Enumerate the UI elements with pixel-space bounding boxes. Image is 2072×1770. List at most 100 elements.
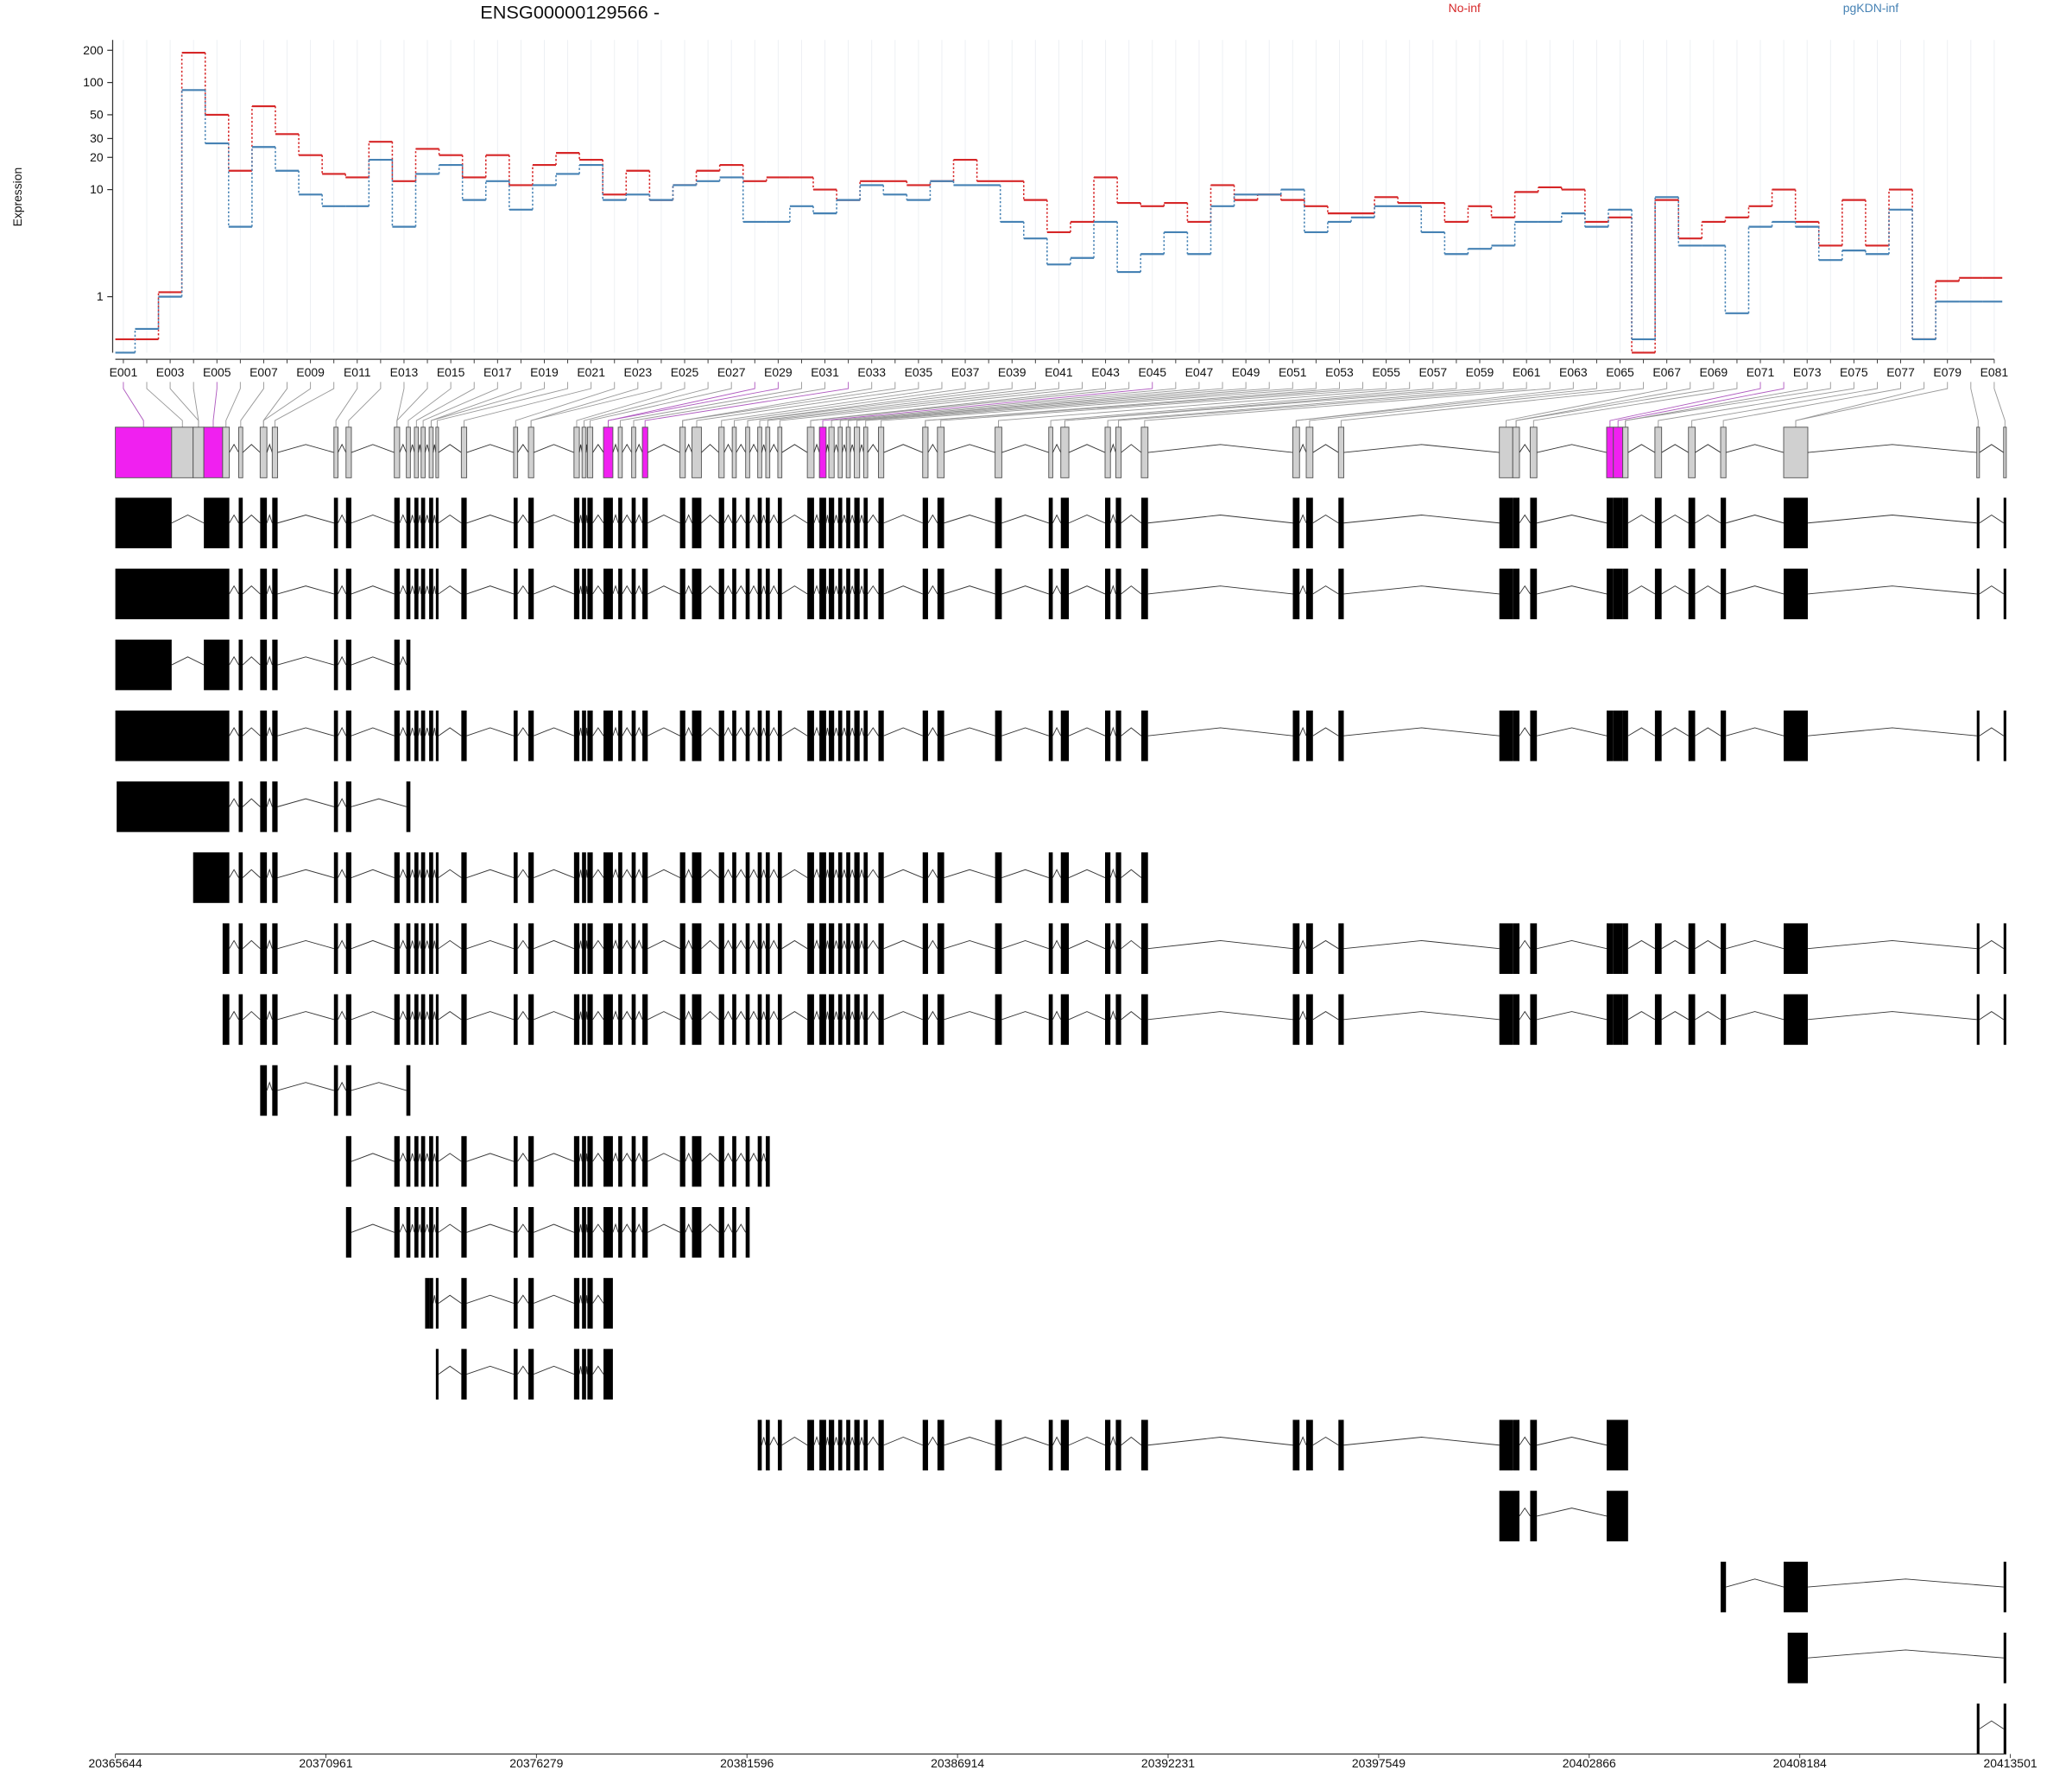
transcript-intron — [701, 514, 719, 524]
transcript-intron — [701, 939, 719, 950]
transcript-exon — [837, 710, 843, 762]
transcript-exon — [718, 852, 724, 903]
exon-connector — [925, 382, 1364, 427]
transcript-exon — [528, 1135, 534, 1187]
transcript-exon — [937, 1419, 944, 1471]
exon-bin — [1337, 427, 1344, 478]
transcript-exon — [222, 994, 230, 1046]
transcript-exon — [846, 710, 850, 762]
transcript-intron — [229, 655, 239, 666]
transcript-exon — [435, 1135, 439, 1187]
transcript-intron — [685, 514, 692, 523]
transcript-exon — [757, 994, 762, 1046]
transcript-intron — [534, 869, 575, 878]
transcript-intron — [761, 1153, 767, 1162]
x-tick-label: E051 — [1279, 365, 1307, 379]
transcript-exon — [461, 497, 467, 549]
transcript-intron — [1537, 939, 1608, 950]
transcript-exon — [193, 852, 230, 903]
transcript-exon — [1060, 568, 1070, 620]
transcript-exon — [765, 923, 770, 974]
transcript-intron — [723, 585, 733, 595]
transcript-exon — [745, 923, 750, 974]
transcript-exon — [528, 710, 534, 762]
intron — [1109, 443, 1116, 453]
transcript-exon — [679, 852, 685, 903]
x-tick-label: E081 — [1980, 365, 2009, 379]
exon-connector — [865, 382, 1293, 427]
transcript-intron — [1068, 939, 1106, 950]
transcript-exon — [587, 710, 593, 762]
exon-connector — [169, 382, 199, 427]
transcript-exon — [1622, 994, 1628, 1046]
transcript-intron — [1068, 1437, 1106, 1446]
transcript-exon — [1048, 710, 1053, 762]
transcript-exon — [1048, 852, 1053, 903]
transcript-exon — [204, 639, 230, 691]
transcript-exon — [631, 497, 636, 549]
exon-connector — [396, 382, 428, 427]
transcript-exon — [345, 781, 351, 832]
transcript-intron — [1695, 1011, 1721, 1021]
transcript-intron — [749, 939, 759, 949]
exon-bin — [527, 427, 534, 478]
transcript-exon — [863, 710, 869, 762]
transcript-intron — [229, 514, 239, 523]
transcript-intron — [277, 798, 334, 807]
transcript-exon — [1784, 710, 1808, 762]
transcript-exon — [238, 923, 243, 974]
transcript-exon — [745, 497, 750, 549]
x-tick-label: E037 — [951, 365, 980, 379]
transcript-exon — [1306, 923, 1313, 974]
exon-bin — [1720, 427, 1727, 478]
transcript-exon — [603, 497, 613, 549]
transcript-intron — [1519, 1507, 1531, 1517]
transcript-intron — [1695, 727, 1721, 736]
transcript-intron — [1627, 727, 1656, 736]
transcript-intron — [438, 869, 462, 878]
transcript-intron — [1807, 727, 1977, 736]
transcript-exon — [1688, 923, 1696, 974]
intron — [242, 444, 261, 453]
transcript-intron — [635, 939, 643, 949]
transcript-exon — [1306, 1419, 1313, 1471]
transcript-exon — [765, 497, 770, 549]
transcript-intron — [612, 1223, 619, 1233]
transcript-exon — [1292, 497, 1300, 549]
transcript-exon — [1105, 568, 1111, 620]
transcript-intron — [1109, 1010, 1116, 1020]
transcript-exon — [1105, 497, 1111, 549]
exon-connector — [747, 382, 1013, 427]
transcript-intron — [1537, 1508, 1608, 1517]
transcript-exon — [394, 710, 400, 762]
transcript-intron — [277, 515, 334, 524]
exon-connector — [193, 382, 199, 427]
transcript-exon — [272, 923, 278, 974]
transcript-intron — [338, 869, 347, 878]
transcript-intron — [399, 939, 407, 949]
transcript-exon — [1613, 710, 1623, 762]
genomic-tick-label: 20413501 — [1983, 1756, 2037, 1770]
transcript-exon — [406, 639, 411, 691]
transcript-intron — [338, 726, 347, 736]
transcript-exon — [1306, 994, 1313, 1046]
transcript-intron — [1726, 939, 1785, 950]
transcript-intron — [813, 939, 820, 949]
exon-bin — [837, 427, 843, 478]
transcript-intron — [399, 726, 407, 736]
transcript-exon — [1338, 994, 1344, 1046]
transcript-intron — [622, 514, 633, 523]
transcript-exon — [406, 1207, 411, 1258]
transcript-exon — [922, 568, 928, 620]
transcript-intron — [517, 1294, 529, 1304]
transcript-exon — [435, 923, 439, 974]
x-tick-label: E027 — [717, 365, 746, 379]
transcript-intron — [769, 514, 779, 523]
transcript-exon — [260, 994, 268, 1046]
transcript-intron — [438, 1153, 462, 1162]
transcript-intron — [585, 515, 588, 523]
intron — [1121, 444, 1142, 453]
transcript-intron — [769, 869, 779, 878]
transcript-exon — [1976, 923, 1980, 974]
transcript-intron — [1001, 869, 1049, 878]
